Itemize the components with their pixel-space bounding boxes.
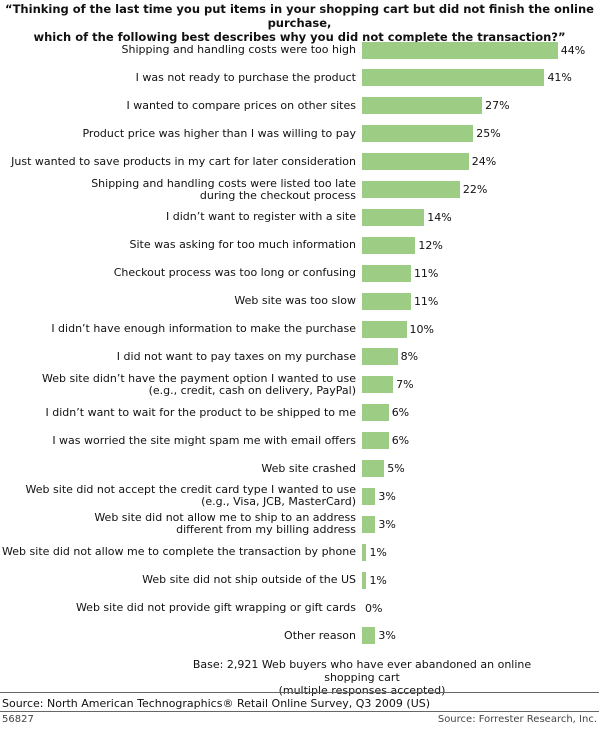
value-label: 6%	[391, 434, 410, 448]
category-label: Web site did not allow me to complete th…	[2, 545, 356, 559]
value-label: 10%	[409, 322, 434, 336]
category-label: I wanted to compare prices on other site…	[126, 98, 356, 112]
value-label: 22%	[462, 183, 488, 196]
bar	[362, 320, 407, 338]
value-label: 3%	[378, 517, 396, 531]
source: Source: North American Technographics® R…	[2, 697, 431, 710]
divider	[0, 711, 599, 712]
bar	[362, 153, 469, 171]
category-label: I didn’t want to wait for the product to…	[45, 405, 356, 419]
value-label: 8%	[400, 350, 419, 364]
bar	[362, 41, 558, 59]
value-label: 0%	[365, 601, 383, 615]
value-label: 11%	[413, 266, 439, 280]
category-label: I didn’t want to register with a site	[166, 210, 356, 224]
value-label: 3%	[378, 489, 396, 503]
category-label: Shipping and handling costs were too hig…	[121, 43, 356, 56]
category-label: Site was asking for too much information	[129, 238, 356, 252]
category-label: Web site did not accept the credit card …	[25, 483, 356, 509]
category-label: Other reason	[284, 628, 356, 642]
value-label: 7%	[396, 378, 414, 392]
category-label: Web site crashed	[261, 461, 356, 475]
value-label: 14%	[427, 210, 452, 224]
value-label: 1%	[369, 573, 387, 587]
value-label: 24%	[471, 155, 497, 169]
category-label: I didn’t have enough information to make…	[51, 322, 356, 335]
category-label: Checkout process was too long or confusi…	[113, 266, 356, 280]
category-label: Web site did not allow me to ship to an …	[94, 511, 356, 537]
value-label: 27%	[485, 99, 510, 113]
value-label: 12%	[418, 238, 443, 252]
bar	[362, 264, 411, 282]
bar	[362, 348, 398, 366]
divider	[0, 692, 599, 693]
category-label: Just wanted to save products in my cart …	[11, 154, 356, 168]
bar	[362, 292, 411, 310]
bar	[362, 404, 389, 422]
bar	[362, 571, 367, 589]
bar	[362, 460, 385, 477]
bar	[362, 487, 376, 505]
bar	[362, 69, 545, 87]
credit: Source: Forrester Research, Inc.	[437, 714, 597, 725]
bar	[362, 208, 425, 226]
category-label: Shipping and handling costs were listed …	[91, 176, 356, 202]
bar	[362, 376, 394, 394]
figure-id: 56827	[2, 714, 34, 725]
bar	[362, 543, 367, 561]
value-label: 44%	[560, 43, 586, 57]
value-label: 41%	[547, 71, 572, 85]
note: Base: 2,921 Web buyers who have ever aba…	[192, 658, 532, 697]
category-label: Web site was too slow	[234, 294, 356, 308]
value-label: 25%	[476, 127, 501, 141]
chart-title: “Thinking of the last time you put items…	[5, 2, 594, 44]
bar	[362, 236, 416, 254]
bar	[362, 515, 376, 533]
category-label: Web site did not ship outside of the US	[142, 573, 356, 587]
value-label: 1%	[369, 545, 387, 559]
category-label: Web site did not provide gift wrapping o…	[75, 601, 356, 614]
category-label: I did not want to pay taxes on my purcha…	[116, 349, 356, 363]
category-label: I was not ready to purchase the product	[135, 70, 356, 84]
value-label: 6%	[391, 406, 410, 420]
bar	[362, 627, 376, 645]
bar	[362, 181, 460, 198]
value-label: 5%	[387, 462, 405, 475]
category-label: Web site didn’t have the payment option …	[42, 371, 356, 397]
category-label: I was worried the site might spam me wit…	[52, 433, 356, 447]
value-label: 3%	[378, 629, 396, 643]
bar	[362, 125, 474, 143]
bar	[362, 97, 483, 115]
value-label: 11%	[413, 294, 439, 308]
bar	[362, 432, 389, 450]
category-label: Product price was higher than I was will…	[82, 126, 356, 140]
